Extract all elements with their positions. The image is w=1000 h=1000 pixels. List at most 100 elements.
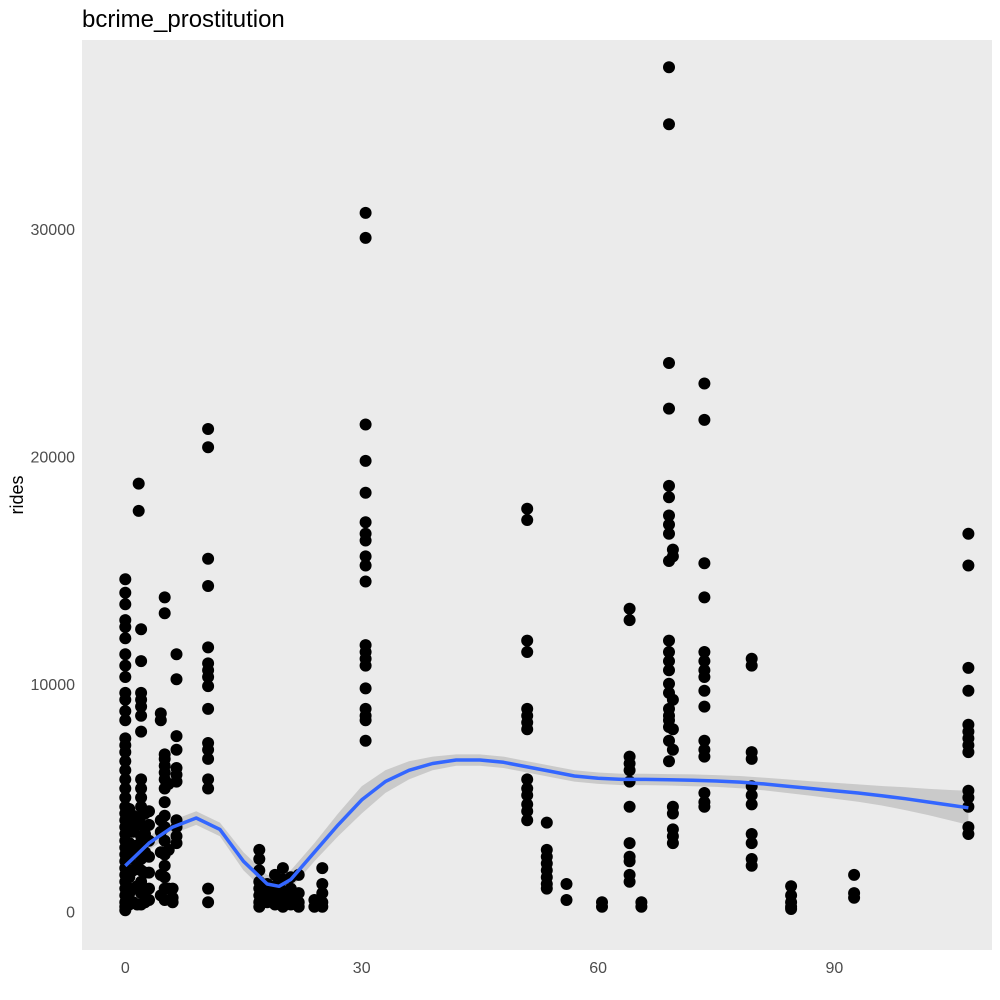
data-point [359,534,372,547]
data-point [698,591,711,604]
data-point [560,878,573,890]
data-point [143,805,155,818]
data-point [359,682,372,695]
data-point [785,903,798,915]
data-point [663,479,675,492]
data-point [158,607,171,620]
data-point [292,887,305,900]
data-point [698,655,711,668]
data-point [663,491,675,504]
data-point [135,782,148,795]
y-axis-ticks: 0 10000 20000 30000 [31,222,76,921]
y-tick-label: 20000 [31,449,76,466]
data-point [162,843,175,856]
data-point [119,671,132,683]
data-point [202,680,215,693]
data-point [170,673,183,686]
data-point [666,743,679,756]
data-point [170,775,183,788]
x-tick-label: 30 [353,960,371,977]
y-axis-title: rides [7,475,27,514]
data-point [540,882,553,895]
data-point [170,730,183,743]
data-point [154,714,167,727]
data-point [663,402,675,415]
data-point [359,486,372,499]
data-point [158,871,171,884]
data-point [745,798,758,811]
data-point [623,775,636,788]
data-point [663,118,675,131]
data-point [316,900,329,913]
data-point [316,887,329,900]
data-point [663,61,675,74]
data-point [253,843,266,856]
data-point [962,791,975,804]
data-point [119,746,132,759]
data-point [521,646,534,658]
x-tick-label: 90 [826,960,844,977]
data-point [521,805,534,818]
data-point [292,900,305,913]
data-point [663,357,675,369]
data-point [143,818,155,831]
data-point [316,862,329,875]
data-point [962,527,975,540]
data-point [666,693,679,706]
data-point [135,725,148,738]
data-point [745,659,758,672]
data-point [359,559,372,572]
data-point [359,516,372,529]
data-point [170,837,183,850]
data-point [962,828,975,840]
data-point [202,882,215,895]
data-point [623,875,636,888]
data-point [202,580,215,592]
data-point [135,655,148,668]
data-point [666,837,679,850]
data-point [359,659,372,672]
data-point [521,723,534,736]
data-point [119,764,132,777]
data-point [521,789,534,802]
data-point [623,602,636,615]
data-point [119,586,132,599]
data-point [359,575,372,588]
data-point [316,878,329,890]
x-tick-label: 60 [589,960,607,977]
data-point [119,573,132,586]
data-point [698,787,711,799]
data-point [698,800,711,813]
data-point [135,700,148,713]
data-point [119,621,132,633]
data-point [253,853,266,865]
data-point [119,598,132,611]
data-point [663,646,675,658]
data-point [119,755,132,768]
smooth-line [124,758,969,889]
data-point [132,504,145,517]
data-point [170,648,183,661]
data-point [119,648,132,661]
data-point [158,834,171,847]
data-point [663,509,675,522]
data-point [119,782,132,795]
data-point [962,559,975,572]
data-point [202,423,215,435]
data-point [663,677,675,690]
data-point [359,418,372,431]
data-point [202,743,215,756]
data-point [698,671,711,683]
data-point [560,894,573,906]
smooth-line-layer [124,758,969,889]
data-point [663,734,675,747]
data-point [158,591,171,604]
data-point [962,746,975,759]
data-point [663,664,675,677]
data-point [119,632,132,645]
data-point [202,702,215,715]
data-point [119,659,132,672]
data-point [698,413,711,426]
